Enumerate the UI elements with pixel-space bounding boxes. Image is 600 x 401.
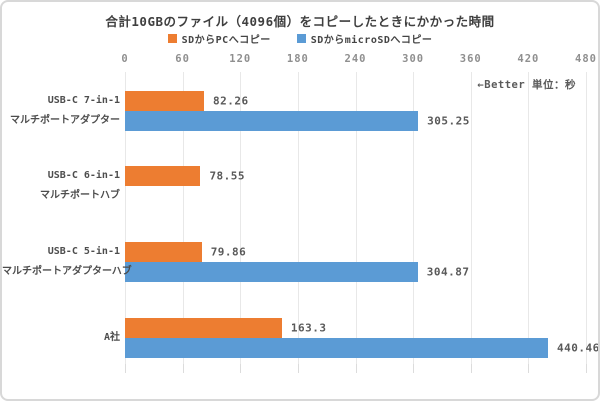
legend-label: SDからmicroSDへコピー xyxy=(310,35,433,46)
bar-sd-to-pc-row2 xyxy=(125,166,201,186)
bar-sd-to-pc-row4 xyxy=(125,318,282,338)
legend-swatch-blue-icon xyxy=(296,34,306,43)
bar-value-label: 82.26 xyxy=(213,94,249,108)
category-label-line: USB-C 5-in-1 xyxy=(47,246,120,257)
x-axis-tick-mark xyxy=(125,364,126,373)
category-label-line: A社 xyxy=(103,332,120,343)
x-axis-tick-label: 0 xyxy=(121,53,129,65)
x-axis-tick-label: 420 xyxy=(517,53,540,65)
better-direction-note: ←Better 単位：秒 xyxy=(477,79,576,91)
x-axis-tick-label: 60 xyxy=(175,53,190,65)
category-label-row2: USB-C 6-in-1 マルチポートハブ xyxy=(2,166,120,206)
category-label-row3: USB-C 5-in-1 マルチポートアダプターハブ xyxy=(2,242,132,282)
x-axis-tick-mark xyxy=(470,364,472,373)
category-label-line: USB-C 6-in-1 xyxy=(47,170,120,181)
legend-label: SDからPCへコピー xyxy=(181,35,271,46)
bar-value-label: 440.46 xyxy=(557,341,600,355)
gridline xyxy=(470,72,472,364)
bar-sd-to-microsd-row4 xyxy=(125,338,549,358)
category-label-line: マルチポートハブ xyxy=(40,190,120,201)
plot-area: 82.26 305.25 78.55 79.86 304.87 163.3 440.46 xyxy=(125,72,598,373)
category-label-row1: USB-C 7-in-1 マルチポートアダプター xyxy=(2,91,120,131)
gridline xyxy=(586,72,587,364)
category-label-row4: A社 xyxy=(2,328,120,348)
gridline xyxy=(413,72,415,364)
bar-value-label: 78.55 xyxy=(209,169,246,183)
x-axis: 0 60 120 180 240 300 360 420 480 xyxy=(2,53,598,67)
bar-value-label: 304.87 xyxy=(426,265,470,279)
x-axis-tick-mark xyxy=(413,364,415,373)
gridline xyxy=(355,72,357,364)
category-label-line: マルチポートアダプターハブ xyxy=(2,266,132,277)
gridline xyxy=(297,72,299,364)
x-axis-tick-label: 240 xyxy=(344,53,367,65)
gridline xyxy=(125,72,126,364)
gridline xyxy=(528,72,530,364)
x-axis-tick-label: 300 xyxy=(402,53,425,65)
gridline xyxy=(240,72,242,364)
x-axis-tick-mark xyxy=(586,364,587,373)
x-axis-tick-label: 120 xyxy=(229,53,252,65)
bar-value-label: 305.25 xyxy=(427,114,470,128)
x-axis-tick-label: 360 xyxy=(459,53,482,65)
bar-sd-to-microsd-row3 xyxy=(125,262,418,282)
x-axis-tick-mark xyxy=(297,364,299,373)
legend-item-sd-to-microsd: SDからmicroSDへコピー xyxy=(296,31,433,46)
bar-value-label: 163.3 xyxy=(290,321,327,335)
category-label-line: マルチポートアダプター xyxy=(10,115,120,126)
legend-swatch-orange-icon xyxy=(167,34,177,43)
x-axis-tick-mark xyxy=(240,364,242,373)
legend: SDからPCへコピー SDからmicroSDへコピー xyxy=(2,31,598,46)
x-axis-tick-mark xyxy=(528,364,530,373)
legend-item-sd-to-pc: SDからPCへコピー xyxy=(167,31,271,46)
bar-sd-to-pc-row1 xyxy=(125,91,204,111)
x-axis-tick-label: 480 xyxy=(575,53,597,65)
chart-title: 合計10GBのファイル（4096個）をコピーしたときにかかった時間 xyxy=(105,14,495,29)
x-axis-tick-mark xyxy=(182,364,184,373)
gridline xyxy=(182,72,184,364)
category-label-line: USB-C 7-in-1 xyxy=(47,95,120,106)
bar-sd-to-pc-row3 xyxy=(125,242,202,262)
category-labels: USB-C 7-in-1 マルチポートアダプター USB-C 6-in-1 マルチポー… xyxy=(2,72,132,364)
x-axis-tick-mark xyxy=(355,364,357,373)
bar-sd-to-microsd-row1 xyxy=(125,111,419,131)
x-axis-tick-label: 180 xyxy=(286,53,309,65)
bar-value-label: 79.86 xyxy=(210,245,247,259)
